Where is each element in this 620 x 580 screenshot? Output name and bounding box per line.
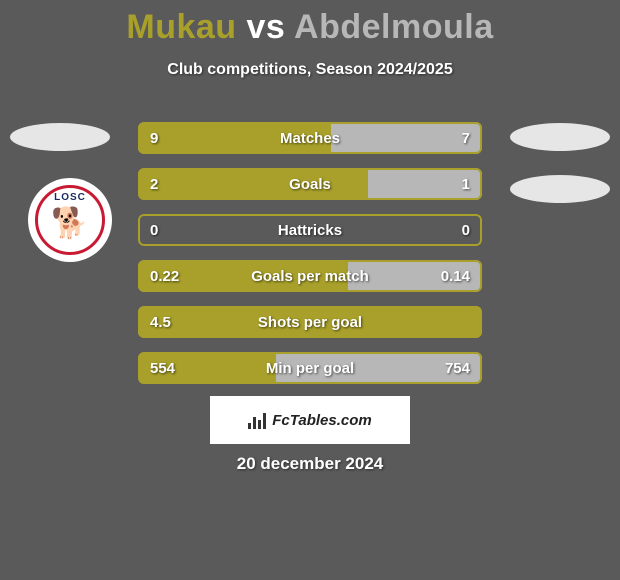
stat-row: 0Hattricks0 bbox=[138, 214, 482, 246]
stat-value-right: 0 bbox=[462, 214, 470, 246]
stat-label: Hattricks bbox=[138, 214, 482, 246]
logo-mascot-icon: 🐕 bbox=[51, 206, 88, 241]
comparison-card: Mukau vs Abdelmoula Club competitions, S… bbox=[0, 0, 620, 580]
player2-name: Abdelmoula bbox=[294, 8, 494, 46]
stat-value-right: 0.14 bbox=[441, 260, 470, 292]
stat-label: Matches bbox=[138, 122, 482, 154]
player1-name: Mukau bbox=[126, 8, 236, 46]
logo-text: LOSC bbox=[54, 192, 86, 203]
watermark-text: FcTables.com bbox=[272, 412, 371, 429]
vs-text: vs bbox=[247, 8, 286, 46]
stat-label: Shots per goal bbox=[138, 306, 482, 338]
stat-row: 9Matches7 bbox=[138, 122, 482, 154]
subtitle: Club competitions, Season 2024/2025 bbox=[0, 61, 620, 79]
team-logo: LOSC 🐕 bbox=[28, 178, 112, 262]
watermark: FcTables.com bbox=[210, 396, 410, 444]
stat-label: Goals bbox=[138, 168, 482, 200]
stat-value-right: 1 bbox=[462, 168, 470, 200]
stat-row: 554Min per goal754 bbox=[138, 352, 482, 384]
date-text: 20 december 2024 bbox=[0, 454, 620, 474]
stat-row: 0.22Goals per match0.14 bbox=[138, 260, 482, 292]
left-team-oval bbox=[10, 123, 110, 151]
logo-ring: LOSC 🐕 bbox=[35, 185, 105, 255]
bars-icon bbox=[248, 411, 268, 429]
right-team-oval-1 bbox=[510, 123, 610, 151]
stat-row: 4.5Shots per goal bbox=[138, 306, 482, 338]
stat-label: Min per goal bbox=[138, 352, 482, 384]
right-team-oval-2 bbox=[510, 175, 610, 203]
stat-value-right: 754 bbox=[445, 352, 470, 384]
stat-value-right: 7 bbox=[462, 122, 470, 154]
page-title: Mukau vs Abdelmoula bbox=[0, 0, 620, 47]
stats-panel: 9Matches7 2Goals1 0Hattricks0 0.22Goals per… bbox=[138, 122, 482, 398]
stat-label: Goals per match bbox=[138, 260, 482, 292]
stat-row: 2Goals1 bbox=[138, 168, 482, 200]
